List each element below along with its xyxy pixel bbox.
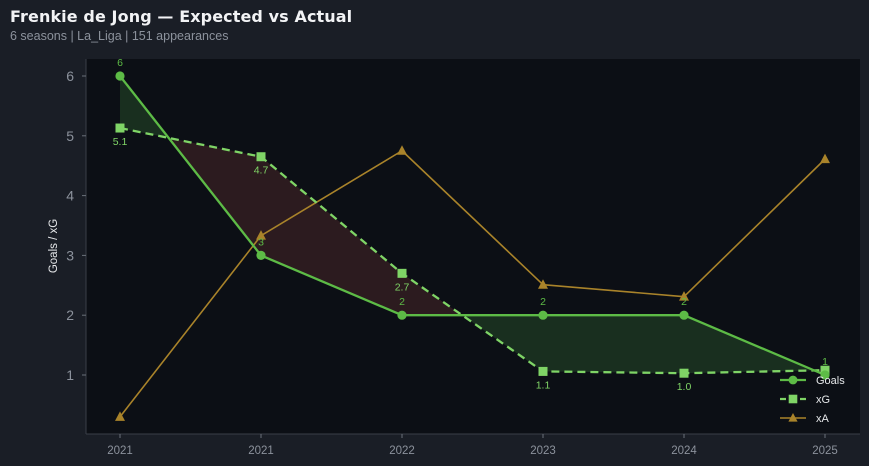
y-tick-label: 2 [66,307,74,323]
chart-subtitle: 6 seasons | La_Liga | 151 appearances [10,29,229,43]
y-tick-label: 1 [66,367,74,383]
plot-area [86,59,860,434]
legend-label-xg: xG [816,394,830,406]
chart-header: Frenkie de Jong — Expected vs Actual 6 s… [10,7,860,43]
legend-marker-xa [788,413,798,422]
goals-data-label: 3 [258,236,264,248]
xa-marker [538,279,548,289]
y-tick-label: 3 [66,247,74,263]
goals-marker [538,310,548,320]
goals-line [119,75,826,377]
goals-marker [115,71,125,81]
x-tick-label: 2022 [389,445,415,457]
goals-xg-fill-segment [261,156,402,316]
goals-data-label: 2 [399,296,405,308]
x-tick-label: 2024 [671,445,697,457]
xg-marker [115,123,125,133]
xa-marker [256,230,266,240]
goals-marker [820,370,830,380]
xg-marker [820,365,830,375]
goals-marker [256,250,266,260]
x-tick-label: 2021 [107,445,133,457]
goals-data-label: 6 [117,57,123,69]
x-tick-label: 2021 [248,445,274,457]
goals-marker [397,310,407,320]
goals-data-label: 2 [540,296,546,308]
xg-data-label: 1.1 [536,379,551,391]
legend-label-goals: Goals [816,375,845,387]
xg-marker [679,368,689,378]
goals-xg-fill-segment [543,315,684,374]
xg-marker [538,366,548,376]
goals-data-label: 2 [681,296,687,308]
xg-data-label: 1.0 [677,381,692,393]
xa-marker [679,291,689,301]
legend-marker-goals [788,375,798,385]
xg-marker [256,152,266,162]
legend-marker-xg [788,394,798,404]
xa-line [119,149,826,418]
xa-marker [820,153,830,164]
goals-marker [679,310,689,320]
goals-data-label: 1 [822,356,828,368]
y-tick-label: 5 [66,128,74,144]
xa-marker [115,411,125,421]
y-tick-label: 4 [66,188,74,204]
y-axis-label: Goals / xG [48,219,60,273]
legend-label-xa: xA [816,413,830,425]
chart-title: Frenkie de Jong — Expected vs Actual [10,7,353,26]
xg-data-label: 2.7 [395,281,410,293]
y-tick-label: 6 [66,68,74,84]
xg-data-label: 4.7 [254,165,269,177]
x-tick-label: 2023 [530,445,556,457]
x-tick-label: 2025 [812,445,838,457]
xa-marker [397,145,407,155]
xg-marker [397,268,407,278]
xg-line [119,126,826,375]
xg-data-label: 5.1 [113,136,128,148]
